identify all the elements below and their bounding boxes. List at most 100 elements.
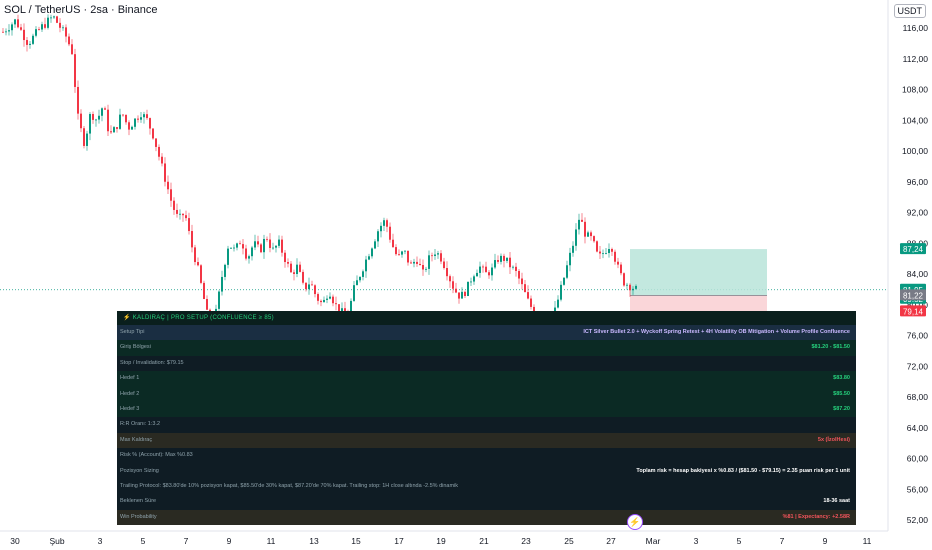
candle-body [614,251,616,262]
x-tick-label: 5 [737,536,742,546]
candle-body [167,181,169,190]
price-label: 81,22 [903,291,924,300]
y-tick-label: 112,00 [903,54,929,64]
candle-body [284,252,286,263]
candle-body [113,127,115,133]
candle-body [158,146,160,157]
candle-body [83,128,85,146]
candle-body [401,251,403,255]
candle-body [143,114,145,118]
candle-body [272,247,274,249]
candle-body [101,108,103,116]
candle-body [245,248,247,259]
candle-body [341,308,343,313]
candle-body [203,282,205,299]
setup-panel-row: Pozisyon Sizing Toplam risk = hesap bakiy… [117,463,856,479]
setup-row-value: ICT Silver Bullet 2.0 + Wyckoff Spring R… [583,329,850,335]
candle-body [635,285,637,289]
candle-body [191,231,193,248]
candle-body [371,248,373,257]
candle-body [407,250,409,263]
candle-body [470,281,472,283]
lightning-icon[interactable]: ⚡ [627,514,643,530]
currency-label[interactable]: USDT [893,4,926,18]
candle-body [353,285,355,301]
x-tick-label: 5 [141,536,146,546]
x-tick-label: 7 [780,536,785,546]
candle-body [380,225,382,232]
candle-body [581,219,583,222]
x-tick-label: 15 [351,536,361,546]
x-tick-label: 21 [479,536,489,546]
candle-body [305,282,307,290]
candle-body [431,255,433,257]
candle-body [32,35,34,44]
candle-body [17,19,19,28]
candle-body [446,268,448,277]
candle-body [77,86,79,114]
candle-body [293,272,295,274]
candle-body [452,281,454,289]
candle-body [125,114,127,123]
y-tick-label: 96,00 [907,177,929,187]
candle-body [53,16,55,18]
candle-body [35,29,37,36]
candle-body [320,300,322,303]
candle-body [440,253,442,262]
candle-body [170,189,172,201]
y-tick-label: 104,00 [902,115,928,125]
x-tick-label: 3 [98,536,103,546]
candle-body [14,19,16,25]
candle-body [326,298,328,300]
candle-body [68,36,70,45]
x-tick-label: 7 [184,536,189,546]
candle-body [146,114,148,119]
candle-body [467,281,469,297]
candle-body [164,163,166,182]
candle-body [563,277,565,285]
candle-body [242,244,244,249]
candle-body [482,266,484,268]
setup-panel-title: ⚡ KALDIRAÇ | PRO SETUP (CONFLUENCE ≥ 85) [117,311,856,325]
candle-body [104,108,106,110]
candle-body [200,265,202,283]
candle-body [254,241,256,248]
candle-body [593,236,595,242]
y-tick-label: 84,00 [907,269,929,279]
y-tick-label: 116,00 [903,23,929,33]
candle-body [434,254,436,256]
candle-body [497,260,499,262]
candle-body [620,264,622,274]
candle-body [38,29,40,30]
candle-body [404,250,406,252]
setup-panel-row: Win Probability %81 | Expectancy: +2.58R [117,509,856,526]
candle-body [221,276,223,292]
candle-body [488,272,490,276]
candle-body [530,298,532,307]
candle-body [50,17,52,19]
setup-row-label: R:R Oranı: 1:3.2 [120,421,161,428]
candle-body [518,270,520,279]
candle-body [29,43,31,45]
symbol-header[interactable]: SOL / TetherUS · 2sa · Binance [4,4,158,16]
candle-body [299,264,301,272]
candle-body [311,284,313,286]
candle-body [80,113,82,129]
candle-body [185,215,187,219]
candle-body [479,266,481,273]
candle-body [248,256,250,259]
setup-row-label: Stop / Invalidation: $79.15 [120,359,184,366]
candle-body [122,114,124,116]
candle-body [65,27,67,37]
y-tick-label: 64,00 [907,423,929,433]
setup-row-label: Trailing Protocol: $83.80'de 10% pozisyo… [120,482,459,489]
candle-body [611,248,613,252]
candle-body [473,276,475,282]
y-tick-label: 68,00 [907,392,929,402]
y-tick-label: 56,00 [907,484,929,494]
x-tick-label: 17 [394,536,404,546]
setup-panel-row: Hedef 3 $87.20 [117,401,856,418]
candle-body [503,255,505,261]
candle-body [500,255,502,262]
